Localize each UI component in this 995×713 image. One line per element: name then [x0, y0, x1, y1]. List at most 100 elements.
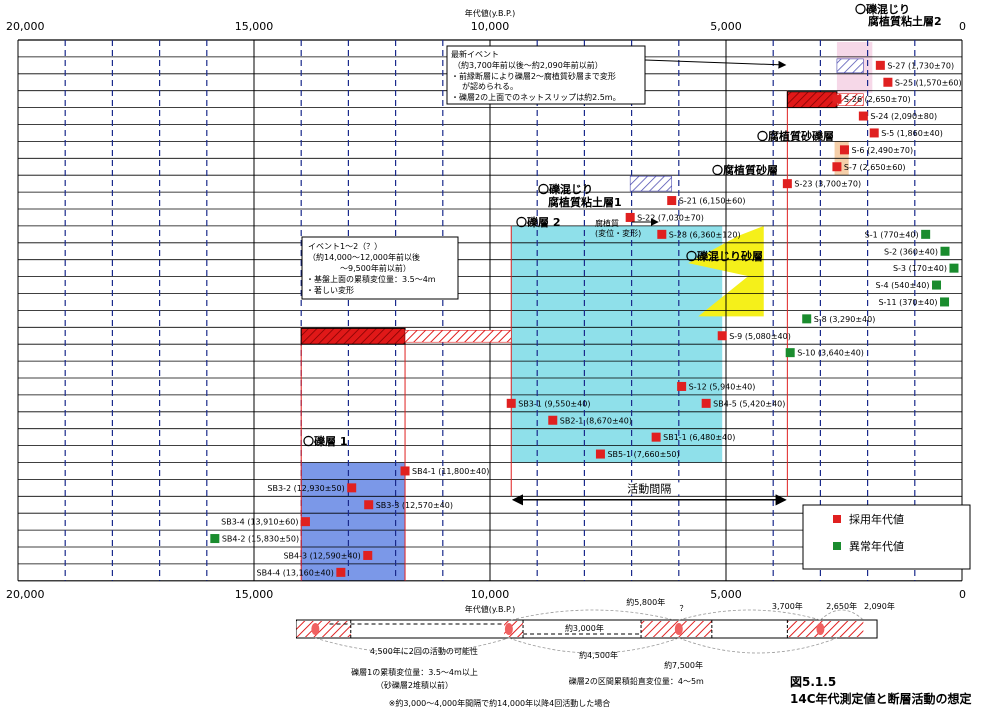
latest-arrow — [644, 59, 787, 69]
sample-label-28: SB3-3 (12,570±40) — [376, 501, 453, 510]
sample-point-12 — [921, 229, 931, 239]
x-tick-label-bottom: 20,000 — [6, 588, 45, 601]
timeline-arc-bottom — [315, 637, 509, 654]
timeline-event-2 — [674, 623, 683, 635]
x-tick-label-top: 15,000 — [235, 20, 274, 33]
sample-label-26: SB4-1 (11,800±40) — [412, 467, 489, 476]
timeline-5800: 約5,800年 — [626, 597, 665, 607]
sample-label-4: S-24 (2,090±80) — [870, 112, 937, 121]
sample-label-31: SB4-3 (12,590±40) — [283, 551, 360, 560]
hatch-clay-2 — [836, 58, 864, 74]
latest-line1: （約3,700年前以後～約2,090年前以前） — [453, 60, 603, 70]
sample-point-15 — [932, 280, 942, 290]
sample-label-6: S-6 (2,490±70) — [851, 146, 913, 155]
figure-title: 14C年代測定値と断層活動の想定 — [790, 691, 972, 706]
timeline-3000: 約3,000年 — [565, 623, 604, 633]
sample-point-29 — [300, 517, 310, 527]
sample-point-14 — [949, 263, 959, 273]
label-fushoku-small-1: 腐植質 — [595, 218, 619, 228]
sample-point-26 — [400, 466, 410, 476]
sample-label-30: SB4-2 (15,830±50) — [222, 535, 299, 544]
sample-point-1 — [875, 60, 885, 70]
latest-line2: ・前縁断層により礫層2～腐植質砂層まで変形 — [451, 71, 616, 81]
figure-number: 図5.1.5 — [790, 675, 836, 689]
sample-label-22: SB4-5 (5,420±40) — [713, 399, 785, 408]
legend-adopted-label: 採用年代値 — [849, 512, 904, 526]
label-clay1-line2: 腐植質粘土層1 — [548, 195, 622, 209]
sample-point-18 — [717, 331, 727, 341]
sample-point-22 — [701, 398, 711, 408]
timeline-hatch-3 — [787, 621, 864, 637]
sample-label-18: S-9 (5,080±40) — [729, 332, 791, 341]
sample-label-23: SB2-1 (8,670±40) — [560, 416, 632, 425]
timeline-arc-top — [820, 609, 864, 621]
timeline-2090: 2,090年 — [864, 601, 895, 611]
event12-line2: ～9,500年前以前） — [340, 263, 411, 273]
label-clay1-line1: 〇礫混じり — [538, 182, 593, 196]
label-fushoku-small-2: (変位・変形) — [595, 228, 641, 238]
x-tick-label-top: 5,000 — [710, 20, 742, 33]
timeline-7500: 約7,500年 — [664, 660, 703, 670]
sample-point-11 — [657, 229, 667, 239]
sample-label-5: S-5 (1,860±40) — [881, 129, 943, 138]
x-tick-label-bottom: 10,000 — [471, 588, 510, 601]
event12-title: イベント1～2（？） — [308, 242, 382, 251]
sample-label-21: SB3-1 (9,550±40) — [518, 399, 590, 408]
interval-label: 活動間隔 — [627, 481, 671, 495]
label-fushoku-sareki: 〇腐植質砂礫層 — [757, 129, 834, 143]
sample-label-16: S-11 (370±40) — [878, 298, 937, 307]
event-bar-1-2-hatch — [404, 329, 512, 343]
sample-point-23 — [548, 415, 558, 425]
region-0 — [301, 462, 406, 581]
sample-label-13: S-2 (360±40) — [884, 247, 938, 256]
timeline-event-0 — [311, 623, 320, 635]
timeline-reki1-note: （砂礫層2堆積以前） — [376, 680, 453, 690]
latest-line3: が認められる。 — [462, 81, 518, 91]
sample-point-13 — [940, 246, 950, 256]
legend-anomalous-label: 異常年代値 — [849, 539, 904, 553]
sample-point-10 — [625, 212, 635, 222]
sample-point-20 — [677, 381, 687, 391]
timeline-arc-bottom — [508, 637, 679, 654]
event-bar-1-2 — [300, 327, 406, 345]
event12-line3: ・基盤上面の累積変位量：3.5～4m — [306, 274, 436, 284]
timeline-arc-top — [678, 609, 821, 621]
sample-label-10: S-22 (7,030±70) — [637, 213, 704, 222]
event12-line4: ・著しい変形 — [306, 285, 354, 295]
timeline-reki2-disp: 礫層2の区間累積鉛直変位量：4～5m — [569, 676, 704, 686]
timeline-3700: 3,700年 — [772, 601, 803, 611]
latest-box — [446, 45, 646, 105]
timeline-q: ？ — [680, 604, 688, 613]
sample-label-20: S-12 (5,940±40) — [689, 382, 756, 391]
x-tick-label-bottom: 0 — [959, 588, 966, 601]
event-bar-latest — [786, 91, 838, 109]
sample-point-24 — [651, 432, 661, 442]
x-tick-label-top: 10,000 — [471, 20, 510, 33]
timeline-4500: 約4,500年 — [579, 650, 618, 660]
sample-point-7 — [832, 162, 842, 172]
label-fushoku-suna: 〇腐植質砂層 — [712, 163, 778, 177]
sample-label-25: SB5-1 (7,660±50) — [607, 450, 679, 459]
sample-point-21 — [506, 398, 516, 408]
sample-point-25 — [595, 449, 605, 459]
sample-label-3: S-26 (2,650±70) — [844, 95, 911, 104]
label-clay2-line1: 〇礫混じり — [855, 2, 910, 16]
sample-label-17: S-8 (3,290±40) — [814, 315, 876, 324]
x-tick-label-bottom: 15,000 — [235, 588, 274, 601]
sample-label-32: SB4-4 (13,160±40) — [257, 568, 334, 577]
event12-box — [301, 236, 459, 300]
timeline-event-1 — [504, 623, 513, 635]
timeline-reki1-disp: 礫層1の累積変位量：3.5～4m以上 — [351, 667, 478, 677]
label-reki-suna: 〇礫混じり砂層 — [686, 249, 763, 263]
timeline-hatch-0 — [296, 621, 351, 637]
latest-line4: ・礫層2の上面でのネットスリップは約2.5m。 — [451, 92, 621, 102]
timeline-two-events: 4,500年に2回の活動の可能性 — [370, 646, 478, 656]
sample-label-14: S-3 (170±40) — [893, 264, 947, 273]
event12-line1: （約14,000～12,000年前以後 — [308, 252, 420, 262]
sample-point-4 — [858, 111, 868, 121]
hatch-clay-1 — [629, 175, 673, 192]
label-reki1: 〇礫層 1 — [303, 434, 347, 448]
legend-anomalous-swatch — [833, 542, 841, 550]
sample-point-2 — [883, 77, 893, 87]
